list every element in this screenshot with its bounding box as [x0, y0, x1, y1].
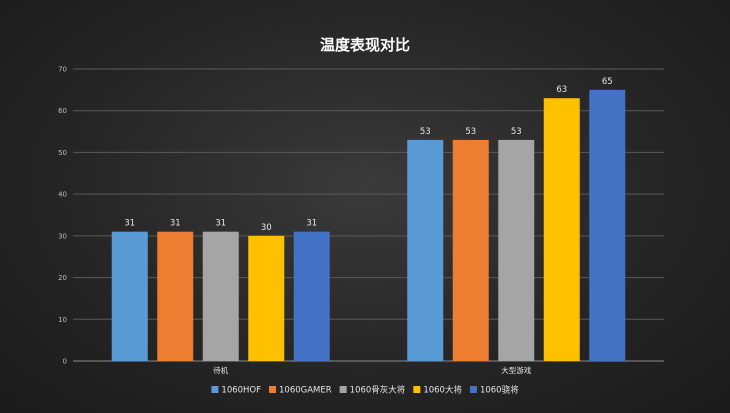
data-label: 31: [124, 219, 135, 229]
bar: [452, 139, 489, 361]
bar: [407, 139, 444, 361]
bar: [498, 139, 535, 361]
x-category-label: 待机: [213, 365, 228, 375]
legend-item: 1060GAMER: [269, 386, 332, 396]
legend-item: 1060骨灰大将: [339, 385, 406, 396]
bar: [111, 231, 148, 361]
bar: [589, 89, 626, 361]
y-tick-label: 30: [58, 232, 67, 240]
data-label: 53: [420, 127, 431, 137]
legend-item: 1060骁将: [469, 385, 519, 396]
bars: [111, 89, 626, 361]
bar: [202, 231, 239, 361]
legend-swatch: [269, 386, 277, 393]
legend-swatch: [211, 386, 219, 393]
bar: [293, 231, 330, 361]
legend: 1060HOF 1060GAMER 1060骨灰大将 1060大将 1060骁将: [211, 385, 519, 396]
data-label: 30: [261, 223, 272, 233]
data-labels: 31 31 31 30 31 53 53 53 63 65: [124, 77, 612, 233]
x-axis-categories: 待机 大型游戏: [213, 365, 531, 375]
y-tick-label: 50: [58, 149, 67, 157]
data-label: 31: [170, 219, 181, 229]
data-label: 31: [306, 219, 317, 229]
data-label: 53: [465, 127, 476, 137]
y-tick-label: 10: [58, 316, 67, 324]
legend-label: 1060骨灰大将: [350, 385, 406, 396]
y-axis-ticks: 0 10 20 30 40 50 60 70: [58, 66, 67, 366]
data-label: 65: [602, 77, 613, 87]
legend-item: 1060HOF: [211, 386, 261, 396]
legend-swatch: [469, 386, 477, 393]
bar: [543, 98, 580, 361]
y-tick-label: 20: [58, 274, 67, 282]
bar: [248, 235, 285, 361]
x-category-label: 大型游戏: [501, 365, 531, 375]
data-label: 53: [511, 127, 522, 137]
y-tick-label: 40: [58, 191, 67, 199]
y-tick-label: 70: [58, 66, 67, 74]
y-tick-label: 0: [63, 358, 67, 366]
chart-title: 温度表现对比: [320, 36, 410, 54]
data-label: 63: [556, 85, 567, 95]
legend-item: 1060大将: [413, 385, 462, 396]
y-tick-label: 60: [58, 107, 67, 115]
legend-label: 1060HOF: [221, 386, 261, 396]
bar: [157, 231, 194, 361]
legend-swatch: [413, 386, 421, 393]
data-label: 31: [215, 219, 226, 229]
legend-label: 1060骁将: [480, 385, 519, 396]
legend-label: 1060大将: [423, 385, 462, 396]
legend-swatch: [339, 386, 347, 393]
legend-label: 1060GAMER: [279, 386, 332, 396]
